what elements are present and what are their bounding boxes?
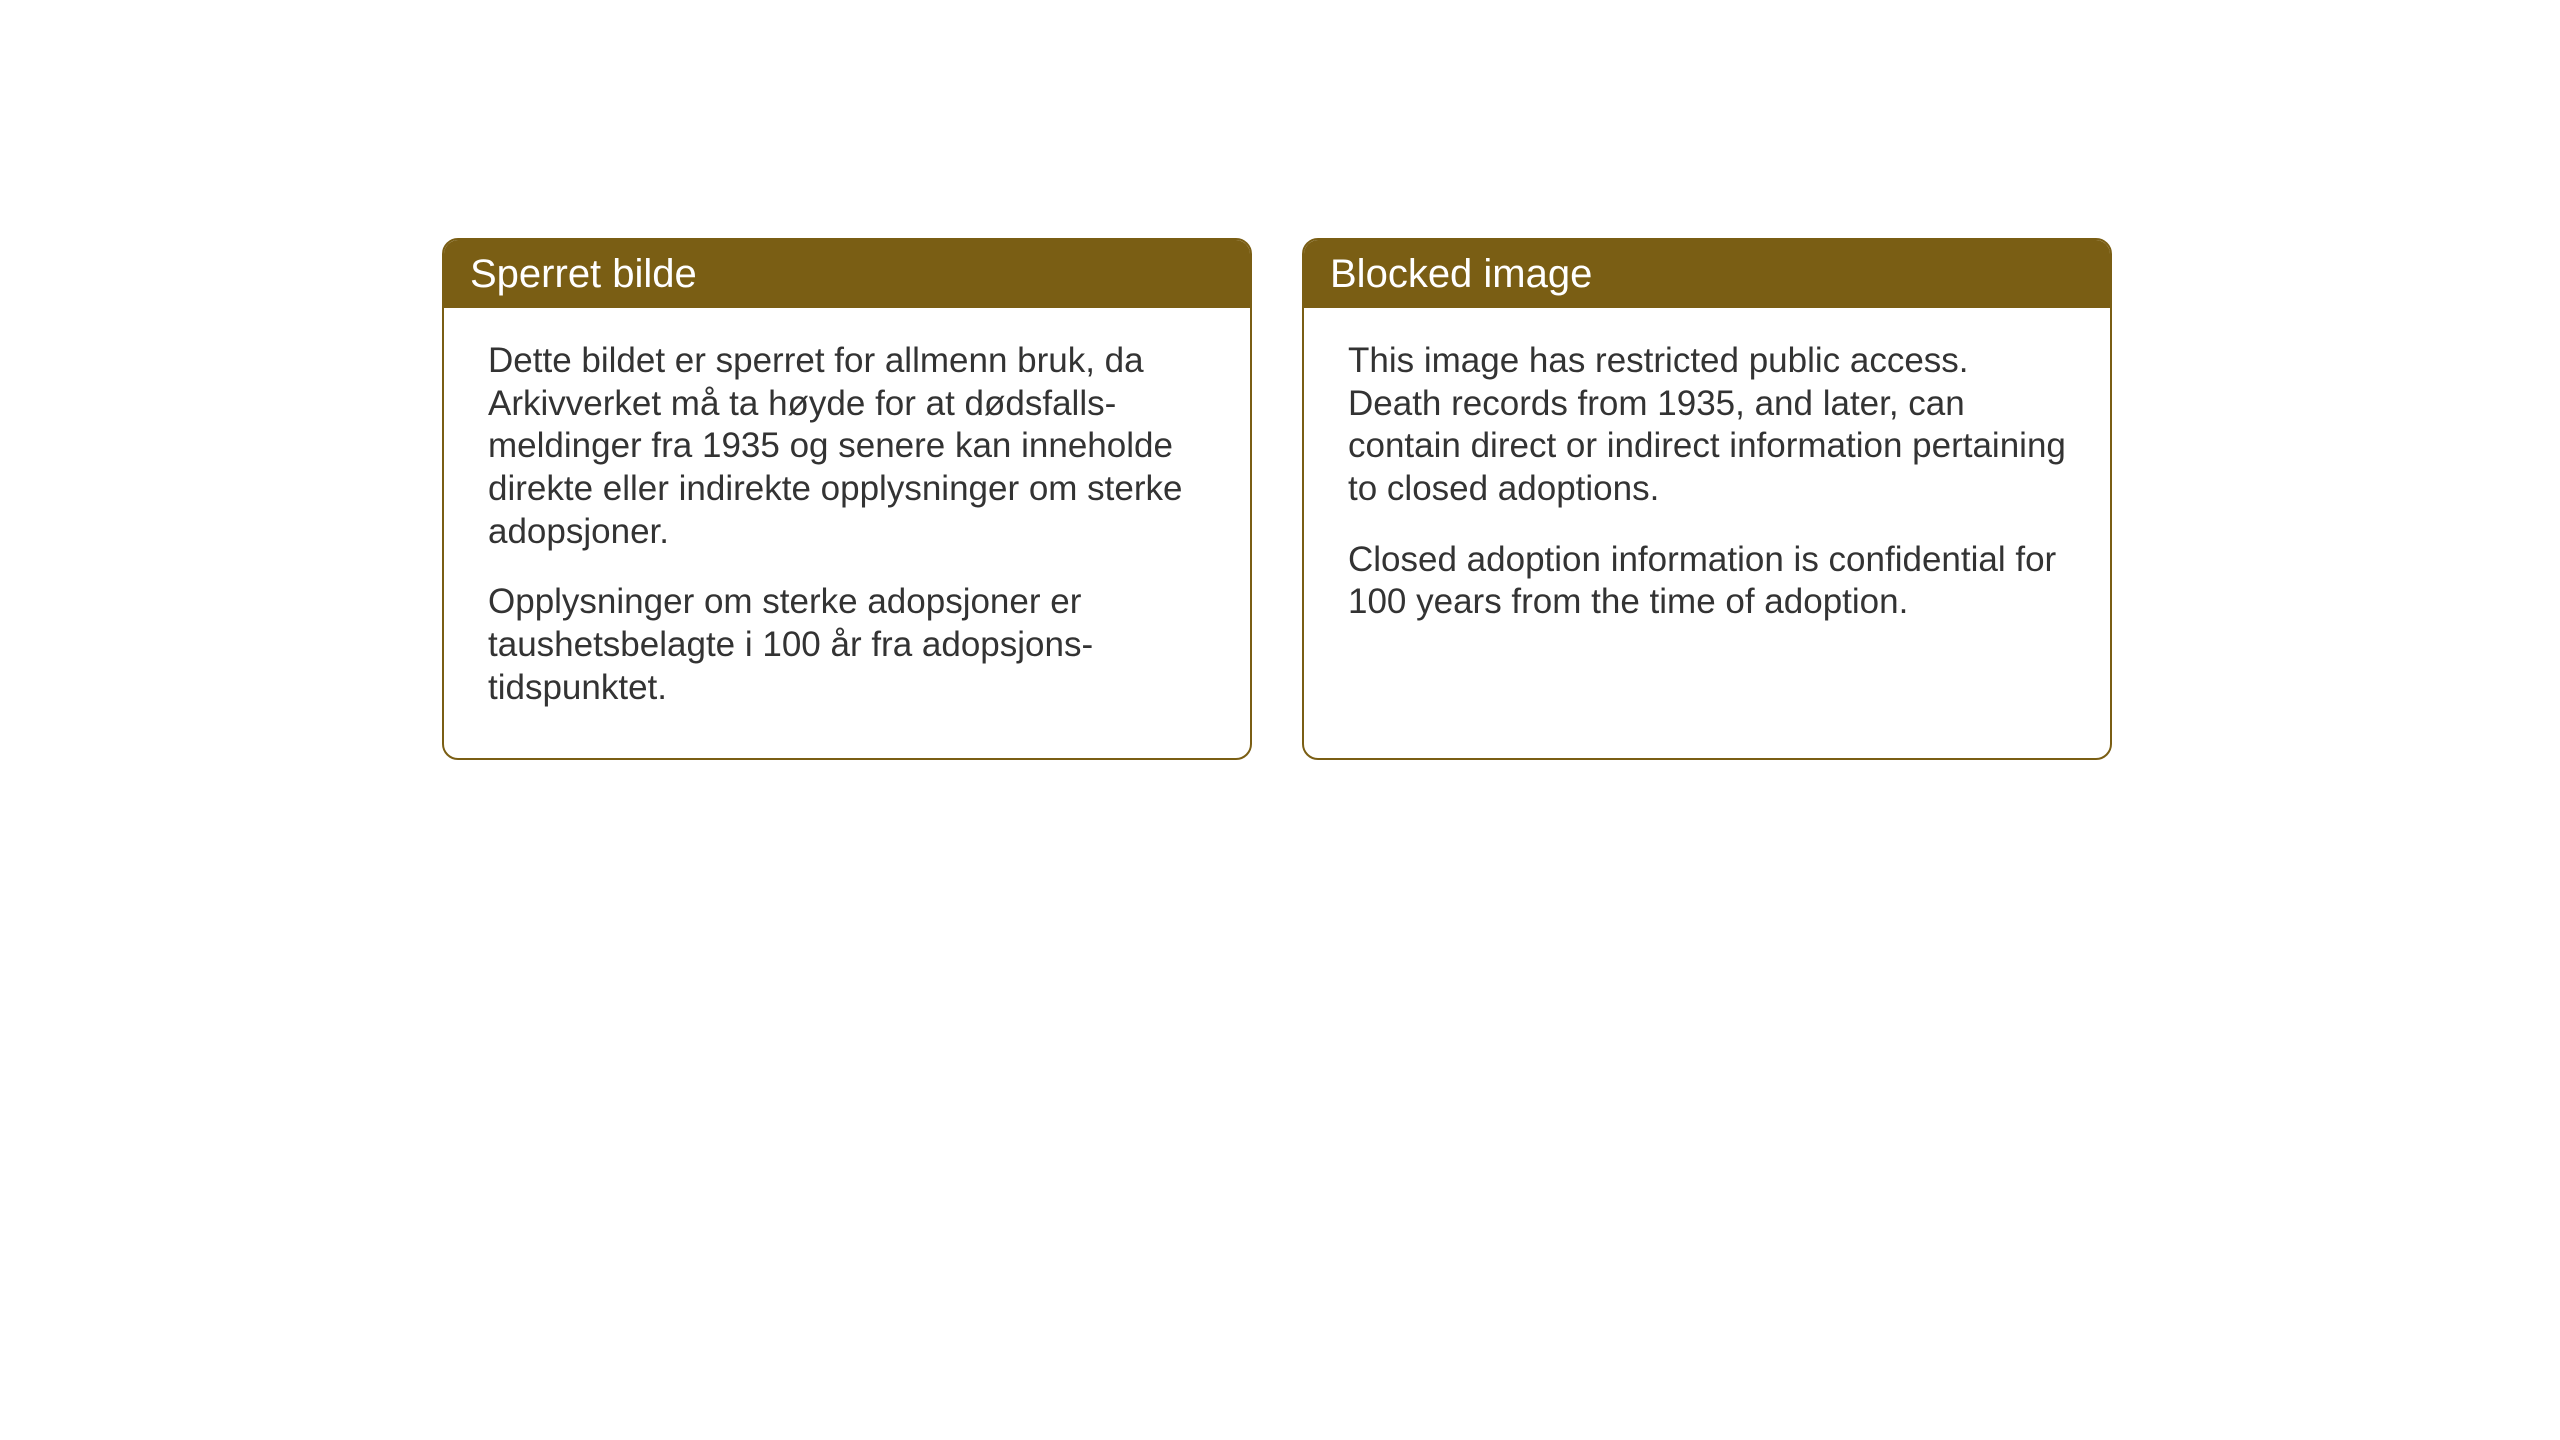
paragraph-text: Dette bildet er sperret for allmenn bruk… — [488, 340, 1206, 553]
paragraph-text: This image has restricted public access.… — [1348, 340, 2066, 511]
card-header-english: Blocked image — [1304, 240, 2110, 308]
card-body-english: This image has restricted public access.… — [1304, 308, 2110, 758]
card-header-norwegian: Sperret bilde — [444, 240, 1250, 308]
paragraph-text: Opplysninger om sterke adopsjoner er tau… — [488, 581, 1206, 709]
card-body-norwegian: Dette bildet er sperret for allmenn bruk… — [444, 308, 1250, 758]
notice-card-norwegian: Sperret bilde Dette bildet er sperret fo… — [442, 238, 1252, 760]
paragraph-text: Closed adoption information is confident… — [1348, 539, 2066, 624]
notice-card-english: Blocked image This image has restricted … — [1302, 238, 2112, 760]
notice-container: Sperret bilde Dette bildet er sperret fo… — [442, 238, 2112, 760]
